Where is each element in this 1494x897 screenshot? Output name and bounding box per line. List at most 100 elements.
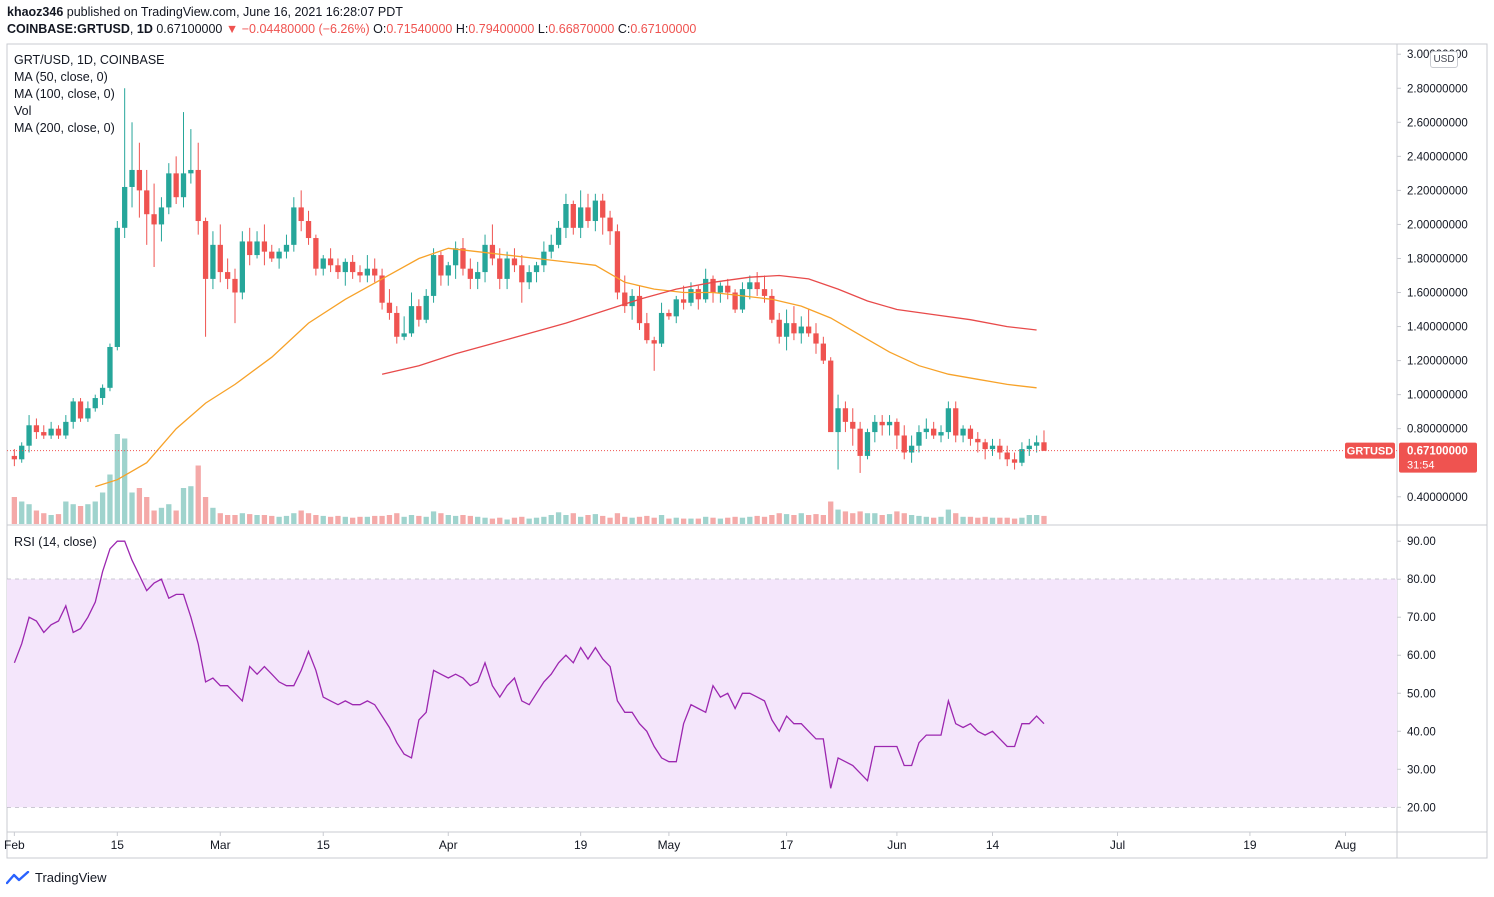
candle-body	[850, 421, 856, 429]
volume-bar	[41, 513, 47, 524]
candle-body	[401, 333, 407, 337]
candle-body	[232, 278, 238, 293]
volume-bar	[232, 515, 238, 524]
volume-bar	[658, 515, 665, 524]
candle-body	[224, 272, 231, 279]
symbol-tag-label: GRTUSD	[1347, 446, 1394, 458]
volume-bar	[1004, 517, 1010, 524]
ohlc-summary: COINBASE:GRTUSD, 1D 0.67100000 ▼ −0.0448…	[7, 22, 697, 36]
volume-bar	[666, 518, 672, 524]
footer-brand[interactable]: TradingView	[6, 870, 107, 885]
candle-body	[313, 238, 319, 269]
volume-bar	[835, 509, 841, 524]
volume-bar	[261, 515, 268, 524]
candle-body	[739, 289, 746, 310]
candle-body	[548, 244, 554, 252]
volume-bar	[607, 517, 613, 524]
volume-bar	[202, 497, 209, 524]
rsi-tick-label: 40.00	[1407, 726, 1436, 738]
legend-ma200[interactable]: MA (200, close, 0)	[14, 121, 115, 135]
volume-bar	[842, 511, 849, 524]
high-value: 0.79400000	[468, 22, 535, 36]
volume-bar	[519, 516, 525, 524]
price-tick-label: 0.80000000	[1407, 424, 1468, 436]
volume-bar	[769, 515, 775, 524]
close-value: 0.67100000	[630, 22, 697, 36]
currency-unit[interactable]: USD	[1430, 51, 1458, 68]
price-tick-label: 1.60000000	[1407, 288, 1468, 300]
volume-bar	[945, 509, 952, 524]
volume-bar	[526, 518, 532, 524]
volume-bar	[923, 516, 929, 524]
candle-body	[254, 241, 260, 256]
volume-bar	[739, 517, 746, 524]
legend-ma100[interactable]: MA (100, close, 0)	[14, 87, 115, 101]
volume-bar	[688, 518, 694, 524]
rsi-tick-label: 60.00	[1407, 650, 1436, 662]
time-tick-label: 15	[111, 838, 125, 852]
volume-bar	[210, 507, 216, 524]
candle-body	[114, 227, 120, 347]
volume-bar	[77, 506, 84, 524]
candle-body	[1033, 442, 1040, 446]
candle-body	[673, 299, 679, 317]
volume-bar	[1011, 518, 1018, 524]
candle-body	[607, 217, 613, 232]
author-name[interactable]: khaoz346	[7, 5, 64, 19]
volume-bar	[364, 516, 371, 524]
volume-bar	[1026, 515, 1032, 524]
candle-body	[644, 323, 650, 341]
volume-bar	[247, 514, 253, 524]
volume-bar	[423, 516, 429, 524]
candle-body	[688, 289, 694, 303]
candle-body	[975, 438, 981, 443]
price-tag-countdown: 31:54	[1407, 460, 1435, 472]
volume-bar	[1033, 515, 1040, 524]
candle-body	[85, 408, 91, 419]
candle-body	[791, 323, 797, 334]
candle-body	[379, 275, 385, 303]
legend-vol[interactable]: Vol	[14, 104, 32, 118]
price-axis: 3.000000002.800000002.600000002.40000000…	[1397, 49, 1468, 504]
volume-bar	[644, 515, 650, 524]
price-tag-value: 0.67100000	[1407, 446, 1468, 458]
volume-bar	[820, 515, 826, 524]
candle-body	[555, 227, 562, 245]
volume-bar	[350, 517, 356, 524]
volume-bar	[313, 515, 319, 524]
legend-rsi[interactable]: RSI (14, close)	[14, 535, 97, 549]
candle-body	[916, 432, 922, 446]
candle-body	[19, 445, 25, 460]
time-tick-label: 19	[574, 838, 588, 852]
volume-bar	[541, 516, 547, 524]
footer-brand-label: TradingView	[35, 870, 107, 885]
candle-body	[305, 221, 312, 239]
volume-bar	[761, 516, 768, 524]
price-tick-label: 2.60000000	[1407, 117, 1468, 129]
candle-body	[864, 432, 871, 456]
candle-body	[578, 207, 584, 228]
candle-body	[386, 302, 393, 313]
candle-body	[695, 289, 701, 300]
legend-ma50[interactable]: MA (50, close, 0)	[14, 70, 108, 84]
time-tick-label: 17	[780, 838, 794, 852]
rsi-tick-label: 80.00	[1407, 574, 1436, 586]
candle-body	[188, 169, 194, 174]
volume-bar	[144, 497, 150, 524]
volume-bar	[570, 513, 576, 524]
candle-body	[70, 401, 76, 422]
candle-body	[92, 398, 98, 409]
time-tick-label: Mar	[210, 838, 231, 852]
candle-body	[217, 244, 223, 273]
volume-bar	[151, 510, 157, 524]
candle-body	[1019, 449, 1025, 463]
volume-bar	[725, 517, 731, 524]
candle-body	[798, 326, 804, 334]
volume-bar	[754, 515, 760, 524]
candle-body	[967, 428, 974, 439]
candle-body	[886, 421, 893, 426]
candle-body	[423, 295, 429, 320]
volume-bar	[894, 511, 900, 524]
volume-bar	[173, 510, 179, 524]
